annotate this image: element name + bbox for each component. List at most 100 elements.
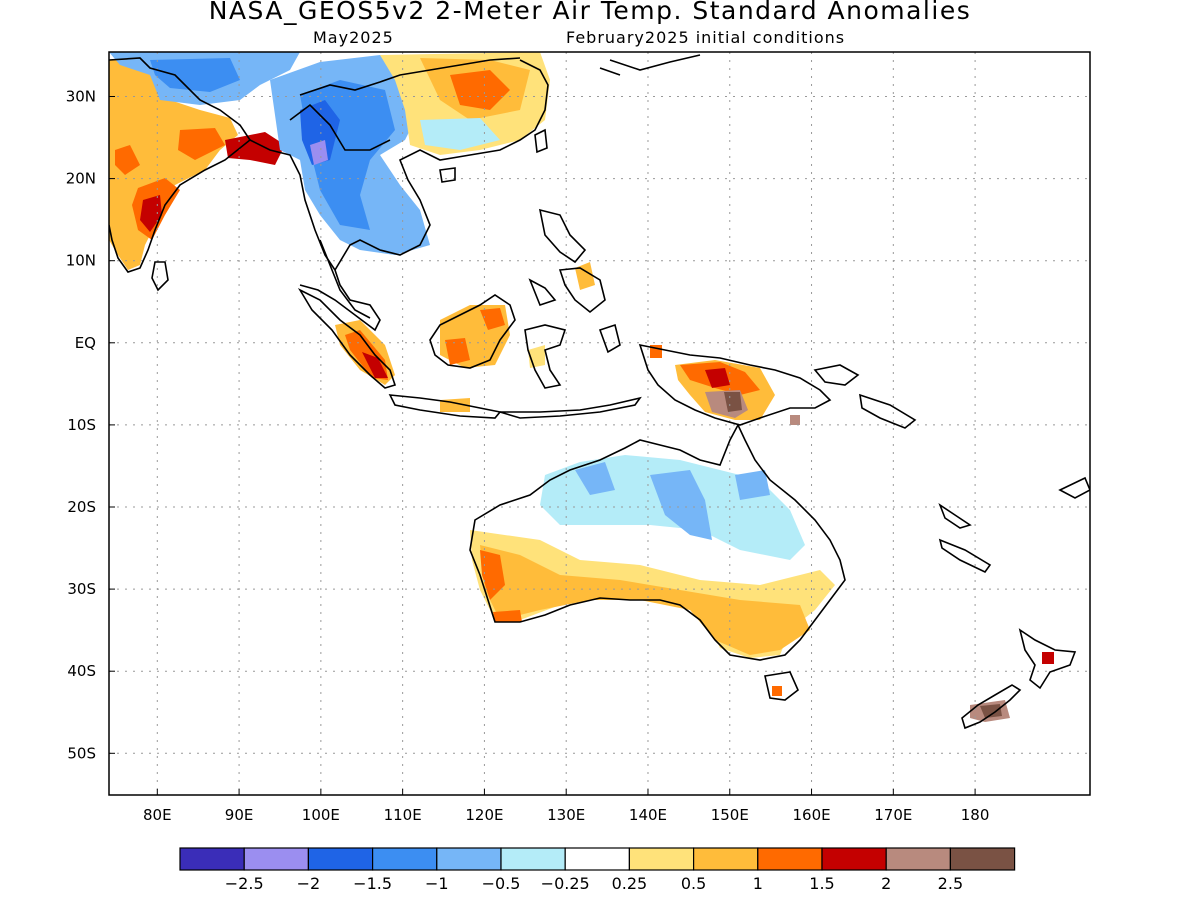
- lat-tick-label: 20N: [66, 170, 96, 188]
- coast-newbritain: [813, 364, 860, 386]
- coast-nz-south: [961, 684, 1022, 730]
- anomaly-india-east-red: [140, 195, 162, 232]
- anomaly-borneo-north-hot: [480, 308, 505, 330]
- coast-solomons: [859, 393, 917, 429]
- colorbar-swatch: [949, 847, 1016, 871]
- anomaly-borneo-hot: [445, 338, 470, 365]
- colorbar-label: −2.5: [225, 874, 264, 893]
- gridlines: [109, 52, 1090, 795]
- lat-tick-label: 30S: [67, 580, 96, 598]
- anomaly-tibet-cool-core: [150, 58, 240, 92]
- anomaly-aus-central-cool: [650, 470, 712, 540]
- coast-fiji: [1058, 476, 1090, 499]
- lon-tick-label: 100E: [302, 806, 340, 824]
- lon-tick-label: 80E: [143, 806, 172, 824]
- latitude-axis: 30N 20N 10N EQ 10S 20S 30S 40S 50S: [66, 88, 115, 762]
- lon-tick-label: 160E: [792, 806, 830, 824]
- longitude-axis: 80E 90E 100E 110E 120E 130E 140E 150E 160E 170E 18…: [143, 789, 989, 824]
- lat-tick-label: 30N: [66, 88, 96, 106]
- coast-australia: [469, 423, 846, 661]
- lon-tick-label: 150E: [711, 806, 749, 824]
- coast-sulawesi: [524, 324, 567, 389]
- initial-conditions: February2025 initial conditions: [566, 28, 846, 47]
- colorbar-label: 2.5: [938, 874, 963, 893]
- colorbar-swatch: [885, 847, 952, 871]
- coast-indochina: [334, 59, 549, 271]
- coast-halmahera: [598, 323, 621, 354]
- colorbar-label: 0.25: [612, 874, 648, 893]
- coast-taiwan: [534, 128, 548, 154]
- lat-tick-label: 40S: [67, 662, 96, 680]
- anomaly-myanmar-strong-cool: [300, 100, 340, 165]
- coast-china-inland: [289, 57, 521, 151]
- colorbar-swatch: [692, 847, 759, 871]
- anomaly-nz-north-red: [1042, 652, 1054, 664]
- map-frame: [108, 51, 1091, 796]
- colorbar-label: 1: [753, 874, 763, 893]
- colorbar-label: 1.5: [809, 874, 834, 893]
- anomaly-aus-north-cool-core: [575, 462, 615, 495]
- coast-java: [388, 394, 502, 419]
- colorbar-label: 2: [881, 874, 891, 893]
- anomaly-png-red: [705, 368, 730, 388]
- coast-newcaledonia: [938, 538, 992, 574]
- coast-malay-pen: [319, 239, 371, 319]
- anomaly-philippines-warm: [575, 262, 595, 290]
- lon-tick-label: 170E: [874, 806, 912, 824]
- coast-srilanka: [151, 261, 169, 292]
- anomaly-china-hot: [450, 70, 510, 110]
- anomaly-tasmania-hot: [772, 686, 782, 696]
- colorbar-swatch: [179, 847, 245, 871]
- anomaly-bougainville-brown: [790, 415, 800, 425]
- anomaly-china-light: [420, 118, 500, 150]
- colorbar: −2.5 −2 −1.5 −1 −0.5 −0.25 0.25 0.5 1 1.5 2 2.5: [179, 847, 1016, 893]
- coast-tasmania: [764, 671, 799, 701]
- colorbar-label: −1.5: [353, 874, 392, 893]
- colorbar-label: −0.5: [482, 874, 521, 893]
- coast-hainan: [439, 167, 456, 183]
- coast-vanuatu: [938, 502, 972, 529]
- coast-bay-east: [249, 139, 381, 332]
- anomaly-aus-sw-hot: [493, 610, 522, 622]
- lat-tick-label: 50S: [67, 744, 96, 762]
- colorbar-swatch: [436, 847, 502, 871]
- anomaly-aus-west-hot: [480, 550, 505, 600]
- colorbar-label: 0.5: [681, 874, 706, 893]
- coast-philippines-south: [528, 267, 606, 314]
- lat-tick-label: 20S: [67, 498, 96, 516]
- chart-title: NASA_GEOS5v2 2-Meter Air Temp. Standard …: [208, 0, 972, 25]
- forecast-month: May2025: [313, 28, 394, 47]
- lon-tick-label: 90E: [225, 806, 254, 824]
- lon-tick-label: 120E: [465, 806, 503, 824]
- coast-india: [109, 57, 252, 273]
- lon-tick-label: 110E: [384, 806, 422, 824]
- coast-nz-north: [1018, 628, 1077, 690]
- anomaly-india-orange2: [178, 128, 225, 160]
- colorbar-swatch: [500, 847, 566, 871]
- anomaly-india-north-hot: [115, 145, 140, 175]
- colorbar-swatch: [628, 847, 695, 871]
- anomaly-field: [109, 52, 1054, 722]
- colorbar-swatch: [821, 847, 887, 871]
- colorbar-swatch: [757, 847, 823, 871]
- colorbar-swatch: [307, 847, 374, 871]
- colorbar-swatch: [372, 847, 438, 871]
- coast-philippines-luzon: [538, 208, 587, 264]
- colorbar-label: −2: [297, 874, 321, 893]
- anomaly-sumatra-red: [362, 352, 388, 378]
- coast-newguinea: [638, 343, 832, 426]
- coastlines: [109, 54, 1090, 730]
- anomaly-aus-ne-cool: [735, 470, 770, 500]
- lon-tick-label: 130E: [547, 806, 585, 824]
- anomaly-nz-south-darkbrown: [980, 704, 1002, 718]
- anomaly-png-darkbrown: [724, 392, 742, 412]
- anomaly-myanmar-violet: [310, 140, 328, 165]
- colorbar-swatch: [564, 847, 631, 871]
- coast-lesser-sunda: [499, 396, 642, 419]
- colorbar-swatch: [243, 847, 309, 871]
- lat-tick-label: 10N: [66, 252, 96, 270]
- lat-tick-label: EQ: [75, 334, 96, 352]
- coast-sumatra: [297, 288, 397, 389]
- lon-tick-label: 180: [961, 806, 990, 824]
